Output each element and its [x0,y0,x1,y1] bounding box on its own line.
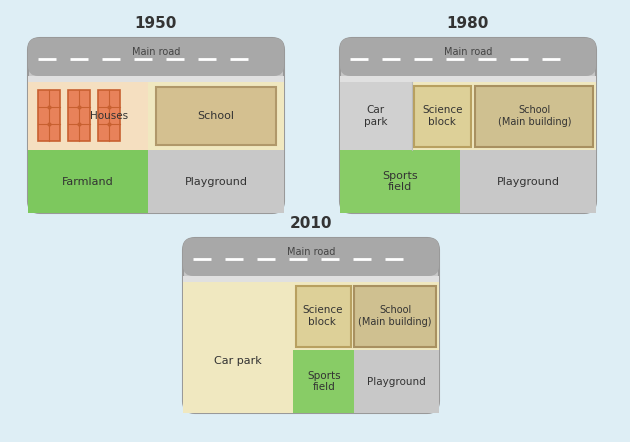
Text: Science
block: Science block [302,305,343,327]
Text: Playground: Playground [185,176,248,187]
Text: Playground: Playground [367,377,426,387]
Bar [340,82,411,150]
Bar [28,76,284,82]
Text: School
(Main building): School (Main building) [358,305,432,327]
Text: Science
block: Science block [422,105,462,127]
Text: School
(Main building): School (Main building) [498,105,571,127]
Text: School: School [198,111,234,121]
Bar [354,350,439,413]
Bar [414,85,471,147]
Bar [340,76,596,82]
Text: Playground: Playground [496,176,559,187]
Text: 2010: 2010 [290,217,332,232]
Bar [148,82,284,150]
Text: Sports
field: Sports field [382,171,418,192]
Text: 1950: 1950 [135,16,177,31]
FancyBboxPatch shape [28,38,284,213]
Bar [353,286,435,347]
FancyBboxPatch shape [28,38,284,76]
FancyBboxPatch shape [340,38,596,213]
FancyBboxPatch shape [183,238,439,413]
Text: Farmland: Farmland [62,176,114,187]
Text: Car
park: Car park [364,105,387,127]
Bar [183,282,293,413]
Bar [340,82,596,150]
Bar [98,90,120,141]
FancyBboxPatch shape [340,38,596,76]
Text: 1980: 1980 [447,16,489,31]
Text: Sports
field: Sports field [307,371,341,392]
Bar [461,150,596,213]
Text: Car park: Car park [214,356,262,366]
Bar [28,150,148,213]
Bar [293,350,354,413]
Bar [156,87,276,145]
Bar [28,82,148,150]
Bar [148,150,284,213]
FancyBboxPatch shape [183,238,439,276]
Bar [340,150,461,213]
Text: Main road: Main road [132,47,180,57]
Bar [183,276,439,282]
Text: Main road: Main road [444,47,492,57]
Text: Houses: Houses [89,111,128,121]
Bar [475,85,592,147]
Bar [293,282,439,350]
Bar [38,90,60,141]
Text: Main road: Main road [287,248,335,257]
Bar [296,286,351,347]
Bar [68,90,90,141]
